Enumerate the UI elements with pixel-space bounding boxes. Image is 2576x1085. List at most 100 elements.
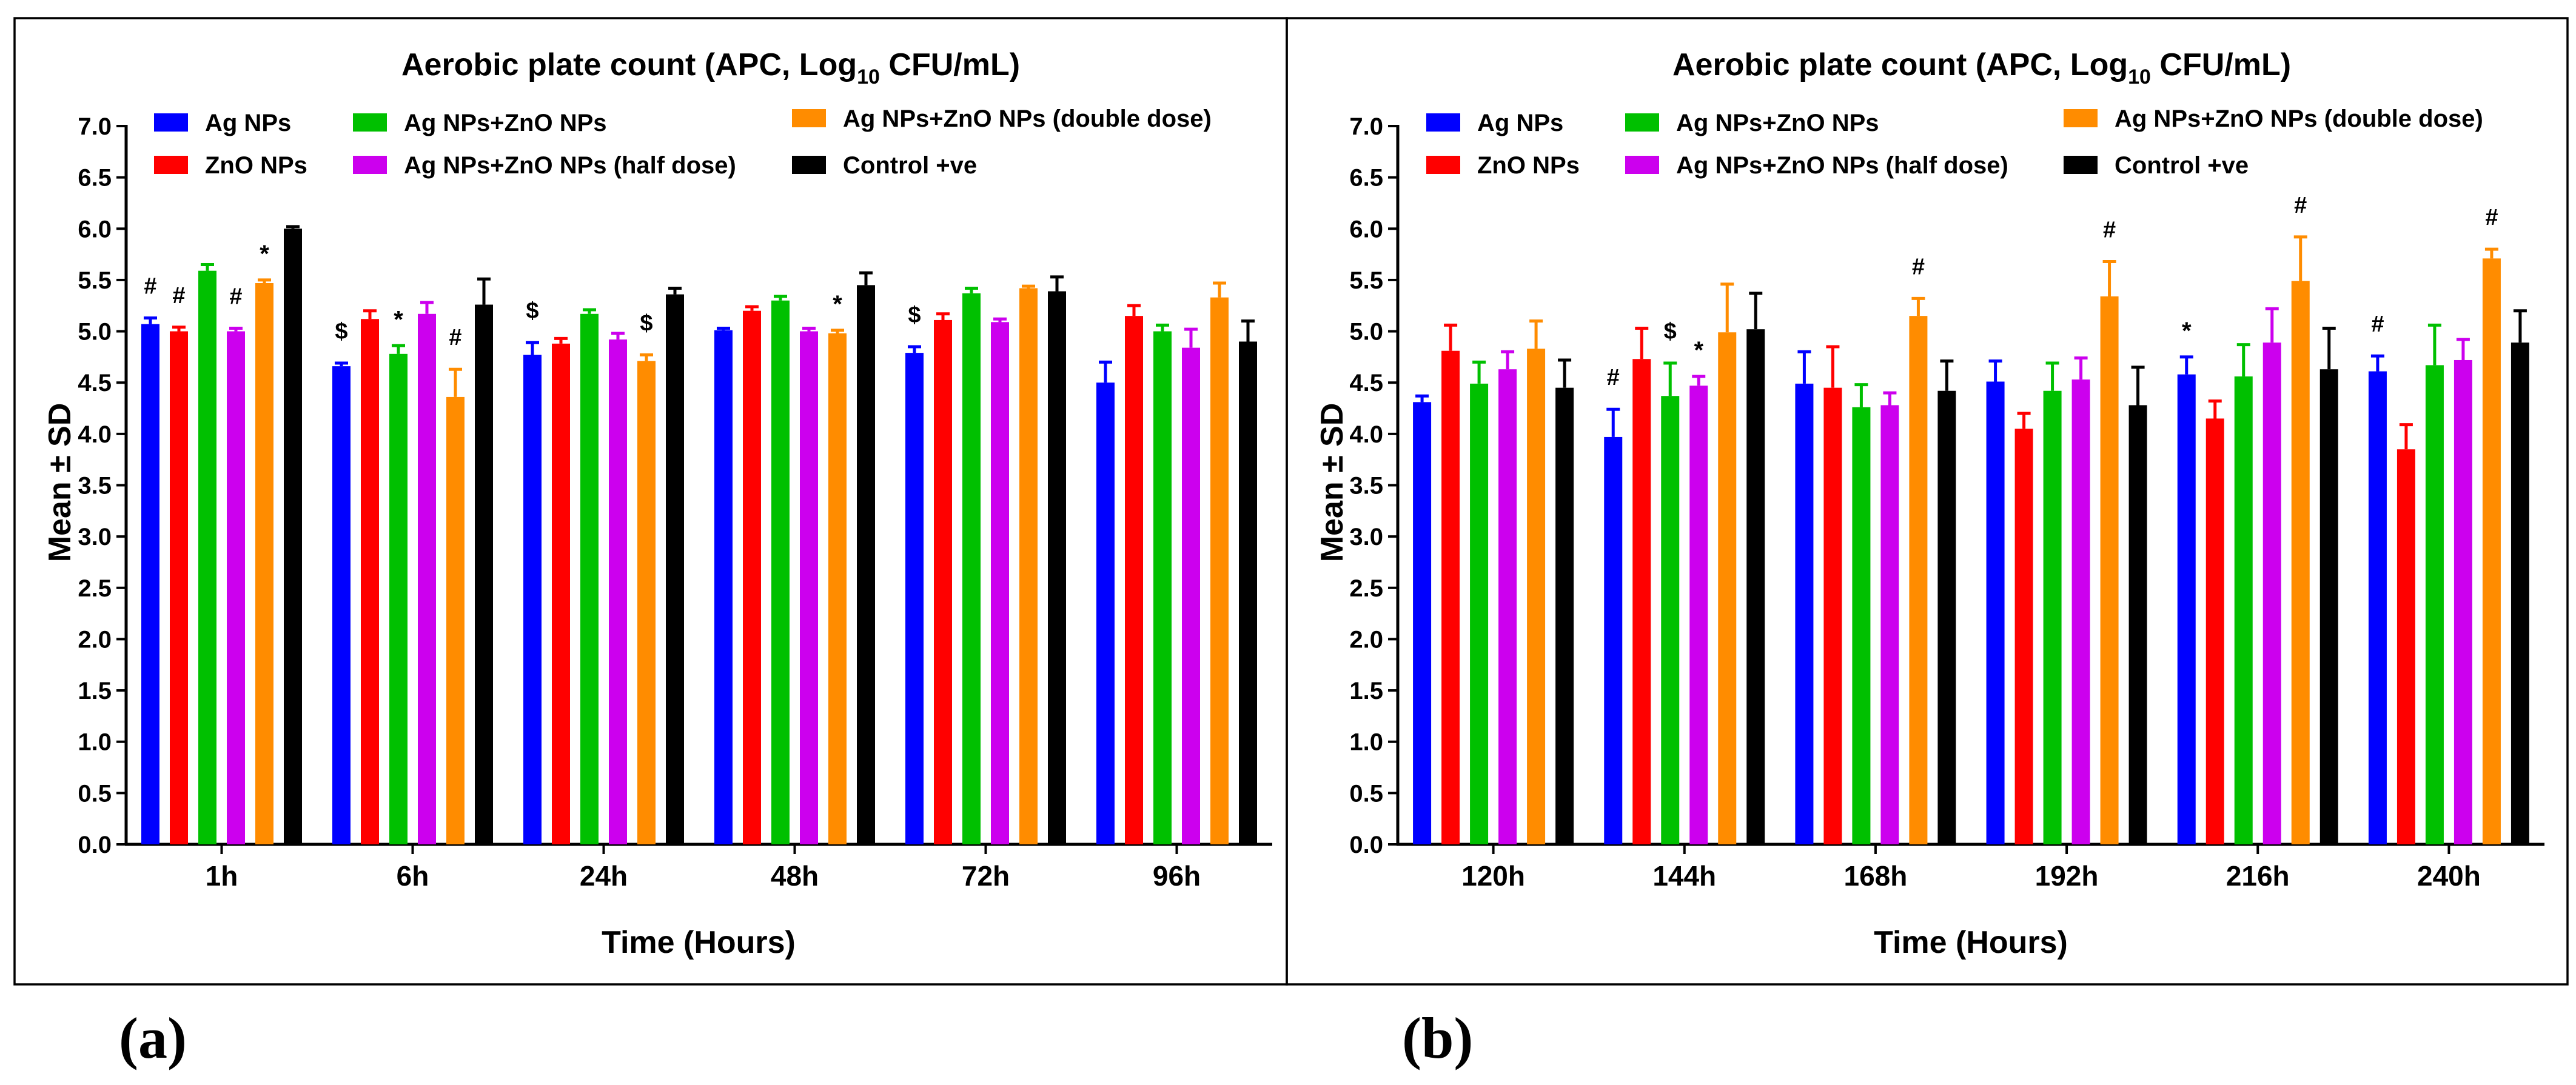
bar-control-6h	[475, 304, 493, 844]
error-bar-double-24h	[640, 353, 653, 361]
bar-control-216h	[2319, 369, 2338, 844]
legend-label-zno: ZnO NPs	[205, 152, 307, 179]
error-bar-control-216h	[2322, 326, 2336, 370]
panel-a-tag: (a)	[119, 1006, 187, 1070]
x-tick-label-1h: 1h	[206, 860, 238, 892]
x-tick-label-72h: 72h	[962, 860, 1010, 892]
bar-double-144h	[1718, 332, 1737, 844]
bar-ag-144h	[1604, 436, 1623, 844]
y-tick-label: 3.5	[1349, 473, 1383, 499]
significance-mark: #	[449, 325, 461, 350]
error-bar-control-72h	[1050, 275, 1064, 292]
legend-label-ag: Ag NPs	[205, 110, 291, 136]
error-bar-half-6h	[420, 301, 434, 314]
significance-mark: #	[2103, 217, 2116, 242]
error-bar-half-1h	[229, 326, 243, 332]
y-tick-label: 0.0	[78, 832, 112, 858]
error-bar-half-72h	[993, 317, 1007, 322]
error-bar-ag-192h	[1988, 359, 2002, 382]
significance-mark: *	[2182, 318, 2192, 344]
error-bar-control-120h	[1558, 358, 1572, 388]
bar-half-24h	[609, 339, 627, 844]
bar-ag-216h	[2177, 374, 2196, 844]
x-tick-label-168h: 168h	[1843, 860, 1907, 892]
bar-ag-1h	[141, 324, 159, 844]
y-tick-label: 0.5	[78, 780, 112, 807]
error-bar-double-192h	[2102, 259, 2116, 297]
bar-ag-96h	[1096, 382, 1115, 844]
y-tick-label: 2.5	[1349, 575, 1383, 602]
legend-swatch-control	[2064, 156, 2098, 174]
error-bar-zno-120h	[1444, 323, 1458, 351]
legend-swatch-double	[2064, 109, 2098, 127]
y-tick-label: 6.0	[1349, 216, 1383, 242]
significance-mark: *	[394, 306, 403, 333]
error-bar-double-1h	[258, 278, 271, 284]
bar-ag-192h	[1986, 381, 2005, 844]
panel-a-xlabel: Time (Hours)	[602, 925, 796, 960]
bar-ag-48h	[714, 330, 733, 844]
y-tick-label: 4.5	[78, 370, 112, 396]
error-bar-control-192h	[2131, 366, 2145, 406]
x-tick-label-216h: 216h	[2226, 860, 2290, 892]
x-tick-label-144h: 144h	[1652, 860, 1716, 892]
bar-zno-6h	[361, 319, 379, 844]
error-bar-ag-72h	[908, 345, 921, 353]
bar-double-96h	[1210, 297, 1229, 844]
bar-half-168h	[1880, 405, 1899, 844]
bar-half-144h	[1689, 386, 1708, 844]
panel-b-ylabel: Mean ± SD	[1315, 403, 1350, 563]
y-tick-label: 4.5	[1349, 370, 1383, 396]
error-bar-control-168h	[1940, 359, 1954, 391]
legend-label-half: Ag NPs+ZnO NPs (half dose)	[1676, 152, 2008, 179]
error-bar-double-216h	[2293, 235, 2307, 281]
error-bar-ag-96h	[1099, 360, 1112, 383]
bar-zno-120h	[1441, 350, 1460, 844]
bar-control-240h	[2511, 342, 2529, 844]
error-bar-combo-96h	[1156, 323, 1169, 332]
error-bar-combo-144h	[1663, 361, 1677, 396]
error-bar-half-240h	[2456, 338, 2470, 360]
significance-mark: #	[1912, 254, 1925, 279]
legend-swatch-ag	[154, 113, 188, 132]
bar-combo-96h	[1153, 331, 1172, 844]
legend-swatch-half	[353, 156, 387, 174]
bar-ag-6h	[332, 366, 351, 844]
bar-half-120h	[1498, 369, 1517, 844]
bar-control-120h	[1555, 387, 1574, 844]
x-tick-label-120h: 120h	[1461, 860, 1525, 892]
y-tick-label: 3.0	[1349, 524, 1383, 550]
y-tick-label: 5.5	[78, 267, 112, 294]
panel-b-tag: (b)	[1402, 1006, 1473, 1070]
significance-mark: *	[1694, 337, 1703, 364]
panel-a-plot: 0.0 0.5 1.0 1.5 2.0 2.5 3.0 3.5 4.0 4.5 5.0 5.5 6.0 6…	[78, 113, 1272, 892]
y-tick-label: 4.0	[78, 421, 112, 448]
error-bar-zno-48h	[745, 305, 759, 311]
bar-double-6h	[446, 396, 465, 844]
bar-combo-6h	[389, 353, 408, 844]
x-tick-label-48h: 48h	[771, 860, 819, 892]
error-bar-combo-192h	[2045, 361, 2059, 391]
x-tick-label-240h: 240h	[2417, 860, 2481, 892]
panel-b-plot: 0.0 0.5 1.0 1.5 2.0 2.5 3.0 3.5 4.0 4.5 5.0 5.5 6.0 6…	[1349, 113, 2544, 892]
y-tick-label: 6.5	[1349, 165, 1383, 192]
bar-zno-48h	[743, 310, 761, 844]
panel-a-title: Aerobic plate count (APC, Log10 CFU/mL)	[401, 47, 1020, 88]
bar-half-48h	[800, 331, 818, 844]
significance-mark: $	[1664, 319, 1677, 344]
error-bar-combo-168h	[1854, 383, 1868, 407]
legend-swatch-combo	[1625, 113, 1659, 132]
error-bar-ag-240h	[2370, 354, 2384, 372]
significance-mark: #	[1607, 365, 1620, 390]
bar-ag-168h	[1795, 383, 1814, 844]
significance-mark: $	[335, 319, 347, 344]
error-bar-half-216h	[2265, 307, 2279, 343]
error-bar-double-6h	[449, 367, 462, 397]
significance-mark: #	[229, 284, 242, 309]
bar-control-24h	[666, 294, 684, 845]
y-tick-label: 2.0	[78, 626, 112, 653]
y-tick-label: 4.0	[1349, 421, 1383, 448]
error-bar-double-240h	[2484, 247, 2498, 259]
bar-combo-240h	[2425, 365, 2444, 844]
x-tick-label-6h: 6h	[397, 860, 429, 892]
